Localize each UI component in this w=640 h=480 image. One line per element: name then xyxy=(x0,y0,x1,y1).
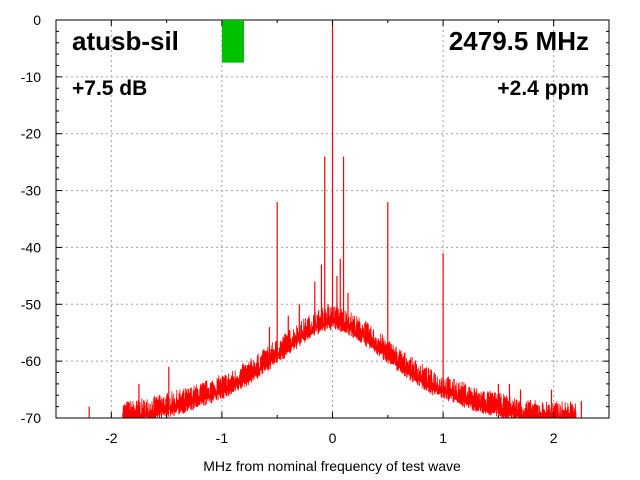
chart-title-frequency: 2479.5 MHz xyxy=(449,26,589,56)
x-tick-label: 1 xyxy=(439,430,447,446)
spectrum-trace xyxy=(88,20,582,420)
annotation-offset: +2.4 ppm xyxy=(497,77,589,100)
y-tick-label: -10 xyxy=(21,69,41,85)
x-axis-ticks: -2 -1 0 1 2 xyxy=(55,20,610,446)
y-axis-ticks: 0 -10 -20 -30 -40 -50 -60 -70 xyxy=(21,12,609,426)
spectrum-noise-trace xyxy=(122,306,576,420)
y-tick-label: -60 xyxy=(21,353,41,369)
y-tick-label: 0 xyxy=(33,12,41,28)
y-tick-label: -40 xyxy=(21,239,41,255)
y-tick-label: -20 xyxy=(21,126,41,142)
chart-title-device: atusb-sil xyxy=(72,26,179,56)
y-tick-label: -30 xyxy=(21,183,41,199)
x-tick-label: -1 xyxy=(216,430,229,446)
x-axis-label: MHz from nominal frequency of test wave xyxy=(203,458,461,474)
x-tick-label: 0 xyxy=(329,430,337,446)
x-tick-label: 2 xyxy=(550,430,558,446)
x-tick-label: -2 xyxy=(105,430,118,446)
annotation-gain: +7.5 dB xyxy=(72,77,147,100)
level-indicator-bar xyxy=(221,20,245,63)
y-tick-label: -70 xyxy=(21,410,41,426)
y-tick-label: -50 xyxy=(21,296,41,312)
